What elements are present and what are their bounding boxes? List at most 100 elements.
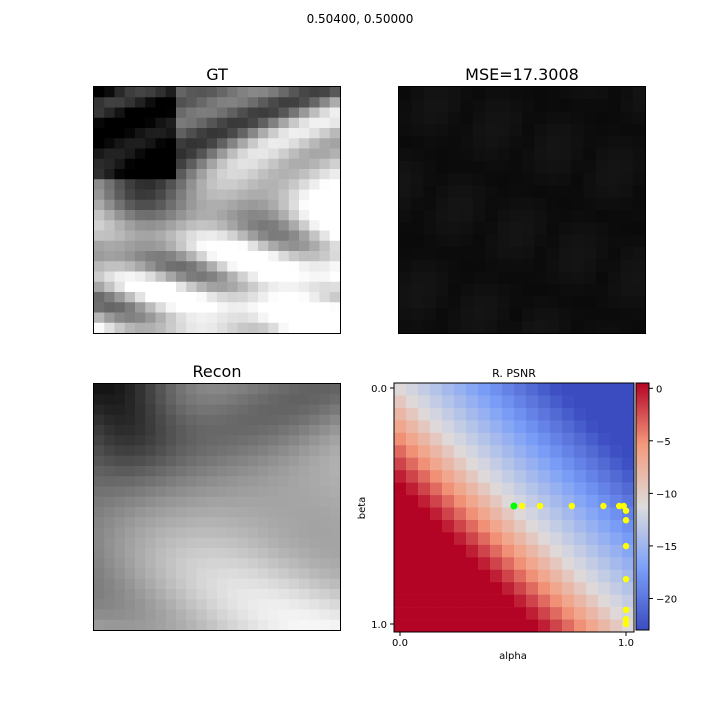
gt-pixel [94,312,105,324]
gt-pixel [299,87,310,98]
gt-pixel [114,158,126,170]
error-pixel [485,259,498,272]
gt-pixel [288,292,300,303]
heatmap-cell [622,395,635,409]
error-pixel [595,246,609,260]
gt-pixel [268,251,279,262]
gt-pixel [237,97,249,108]
recon-pixel [217,476,228,487]
gt-pixel [217,148,228,160]
recon-pixel [237,435,249,446]
error-pixel [522,210,535,223]
error-pixel [522,308,535,322]
recon-pixel [155,435,167,446]
recon-pixel [258,619,269,630]
recon-pixel [206,476,218,487]
heatmap-cell [478,532,491,546]
recon-pixel [206,394,218,405]
heatmap-cell [538,482,551,496]
heatmap-cell [514,395,527,409]
recon-pixel [176,435,187,446]
heatmap-cell [490,407,503,421]
error-pixel [399,234,412,248]
heatmap-cell [514,482,527,496]
recon-pixel [299,558,310,569]
search-point [536,502,544,510]
gt-pixel [104,87,115,98]
error-pixel [620,259,634,272]
recon-pixel [288,476,300,487]
gt-pixel [104,261,115,272]
gt-pixel [278,210,290,221]
error-pixel [534,173,547,186]
gt-pixel [309,189,320,201]
recon-pixel [247,589,259,600]
gt-pixel [114,179,126,190]
recon-pixel [268,414,279,426]
heatmap-cell [502,395,515,409]
error-pixel [583,246,597,260]
error-pixel [509,87,523,100]
recon-pixel [145,537,156,549]
recon-pixel [258,517,269,528]
gt-pixel [124,302,136,313]
error-pixel [608,185,621,199]
recon-pixel [329,496,340,508]
gt-pixel [104,322,115,333]
gt-pixel [196,281,208,293]
error-pixel [632,271,645,285]
gt-pixel [288,240,300,252]
heatmap-cell [394,532,407,546]
error-pixel [399,160,412,174]
gt-pixel [237,179,249,190]
heatmap-cell [466,407,479,421]
recon-pixel [104,486,115,498]
gt-pixel [135,138,146,149]
gt-pixel [329,148,340,160]
gt-pixel [104,107,115,119]
y-tick-label: 0.0 [371,384,387,395]
heatmap-cell [610,557,623,571]
gt-pixel [186,271,197,283]
gt-pixel [186,179,197,190]
gt-pixel [309,179,320,190]
error-pixel [595,222,609,235]
recon-pixel [206,589,218,600]
error-pixel [620,296,634,309]
gt-pixel [319,322,331,333]
heatmap-cell [454,407,467,421]
heatmap-cell [562,470,575,483]
error-pixel [472,308,486,322]
gt-pixel [288,107,300,119]
recon-pixel [196,466,208,477]
gt-pixel [288,199,300,211]
recon-pixel [165,527,177,539]
error-pixel [448,185,461,199]
heatmap-cell [430,445,443,458]
gt-pixel [104,158,115,170]
recon-pixel [124,548,136,559]
recon-pixel [155,568,167,580]
recon-pixel [309,394,320,405]
recon-pixel [135,517,146,528]
heatmap-cell [394,619,407,633]
heatmap-cell [574,557,587,571]
error-pixel [460,308,474,322]
gt-pixel [319,107,331,119]
recon-pixel [104,384,115,395]
error-pixel [583,308,597,322]
recon-pixel [186,384,197,395]
error-pixel [485,296,498,309]
gt-pixel [258,271,269,283]
gt-pixel [186,148,197,160]
error-pixel [608,148,621,162]
gt-pixel [124,148,136,160]
error-pixel [448,123,461,137]
recon-pixel [237,609,249,621]
recon-pixel [94,486,105,498]
heatmap-cell [454,619,467,633]
gt-pixel [227,148,238,160]
heatmap-cell [394,470,407,483]
recon-pixel [94,425,105,436]
gt-pixel [217,97,228,108]
